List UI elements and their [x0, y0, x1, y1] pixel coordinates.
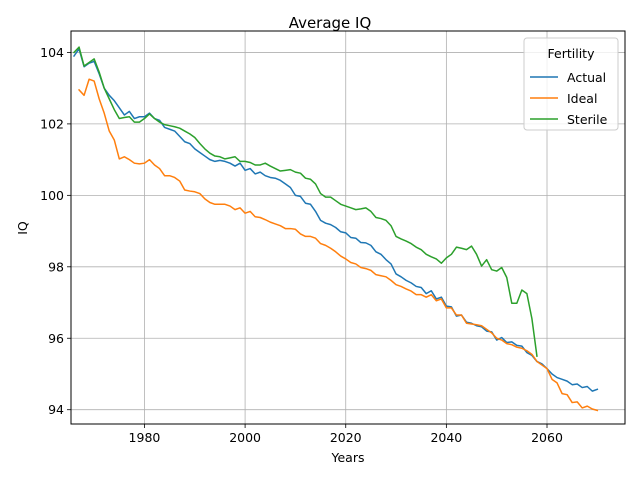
y-tick-label: 94: [48, 402, 64, 417]
series-line-actual: [72, 48, 599, 392]
legend: Fertility Actual Ideal Sterile: [523, 37, 619, 131]
series-line-ideal: [77, 78, 599, 412]
x-axis-label: Years: [331, 450, 365, 465]
legend-box: [523, 37, 619, 131]
x-tick-label: 1980: [129, 430, 161, 445]
series-line-sterile: [72, 46, 538, 357]
y-axis-label: IQ: [15, 221, 30, 235]
y-axis-ticks: 94 96 98 100 102 104: [40, 45, 71, 417]
chart-title: Average IQ: [289, 14, 372, 32]
y-tick-label: 98: [48, 259, 64, 274]
y-tick-label: 104: [40, 45, 64, 60]
y-tick-label: 100: [40, 188, 64, 203]
series-lines: [72, 46, 599, 412]
x-tick-label: 2020: [330, 430, 362, 445]
x-tick-label: 2000: [229, 430, 261, 445]
legend-label-ideal: Ideal: [567, 91, 597, 106]
y-tick-label: 96: [48, 331, 64, 346]
x-tick-label: 2040: [430, 430, 462, 445]
x-axis-ticks: 1980 2000 2020 2040 2060: [129, 424, 563, 445]
plot-frame: [70, 30, 626, 425]
legend-title: Fertility: [548, 46, 596, 61]
y-tick-label: 102: [40, 116, 64, 131]
legend-label-actual: Actual: [567, 70, 606, 85]
legend-label-sterile: Sterile: [567, 112, 608, 127]
x-tick-label: 2060: [531, 430, 563, 445]
